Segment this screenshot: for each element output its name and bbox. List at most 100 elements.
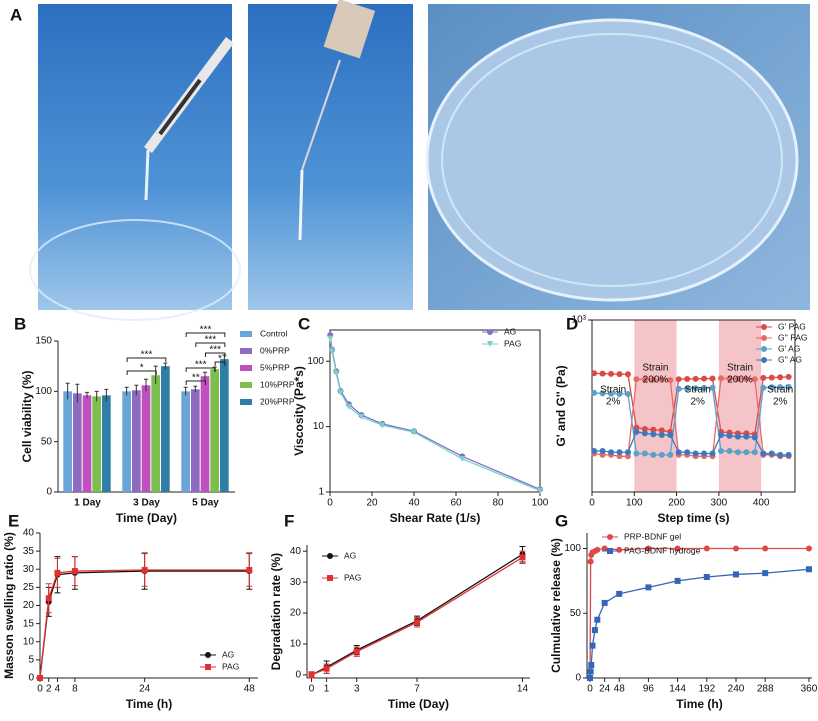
x-tick-label: 14 xyxy=(517,684,529,695)
y-tick-label: 1 xyxy=(318,487,324,498)
legend-label: AG xyxy=(344,550,356,560)
bar xyxy=(92,396,102,492)
x-tick-label: 40 xyxy=(408,498,420,509)
marker xyxy=(616,449,623,456)
marker xyxy=(743,433,750,440)
panel-label: A xyxy=(10,5,22,24)
legend-label: PRP-BDNF gel xyxy=(624,531,681,541)
y-tick-label: 30 xyxy=(290,577,302,588)
y-tick-label: 35 xyxy=(23,546,35,557)
y-axis-label: Masson swelling ratio (%) xyxy=(2,532,16,679)
y-tick-label: 5 xyxy=(28,655,34,666)
legend-swatch xyxy=(240,331,252,337)
marker xyxy=(734,375,741,382)
marker xyxy=(599,390,606,397)
x-axis-label: Shear Rate (1/s) xyxy=(390,511,481,525)
y-axis-label: Cell viability (%) xyxy=(20,370,34,462)
marker xyxy=(591,370,598,377)
panel-label: E xyxy=(8,511,19,530)
x-axis-label: Time (Day) xyxy=(388,697,449,711)
gel-stream xyxy=(144,149,150,201)
legend-marker xyxy=(761,324,767,330)
marker xyxy=(751,434,758,441)
significance-bracket xyxy=(195,342,226,347)
marker xyxy=(641,450,648,457)
annotation: 2% xyxy=(606,397,621,408)
marker xyxy=(353,648,360,655)
legend-marker xyxy=(761,335,767,341)
bar xyxy=(220,359,229,492)
marker xyxy=(645,584,652,591)
marker xyxy=(519,554,526,561)
marker xyxy=(459,455,466,462)
marker xyxy=(537,487,543,494)
legend-label: AG xyxy=(504,326,516,336)
marker xyxy=(650,451,657,458)
error-bar xyxy=(153,365,158,385)
y-tick-label: 100 xyxy=(307,356,324,367)
marker xyxy=(411,429,417,436)
marker xyxy=(608,449,615,456)
y-axis-label: Culmulative release (%) xyxy=(549,538,563,673)
marker xyxy=(587,668,594,675)
legend-marker xyxy=(487,341,493,347)
x-tick-label: 96 xyxy=(643,684,655,695)
legend-label: PAG-BDNF hydroge xyxy=(624,545,701,555)
error-bar xyxy=(144,378,148,392)
marker xyxy=(805,566,812,573)
series-line xyxy=(39,569,250,679)
legend-label: 0%PRP xyxy=(260,345,290,355)
panel-label: F xyxy=(284,511,294,530)
error-bar xyxy=(124,386,129,396)
marker xyxy=(616,546,623,553)
x-tick-label: 4 xyxy=(55,684,61,695)
y-tick-label: 50 xyxy=(41,436,53,447)
marker xyxy=(587,558,594,565)
marker xyxy=(329,348,336,355)
x-tick-label: 48 xyxy=(244,684,256,695)
marker xyxy=(684,385,691,392)
marker xyxy=(624,371,631,378)
series-line xyxy=(589,547,809,679)
significance-bracket xyxy=(185,367,216,372)
dish xyxy=(29,219,241,321)
x-tick-label: 200 xyxy=(668,498,685,509)
marker xyxy=(624,390,631,397)
legend-label: G' PAG xyxy=(778,321,806,331)
marker xyxy=(658,376,665,383)
significance-bracket xyxy=(205,352,226,357)
marker xyxy=(675,449,682,456)
x-tick-label: 144 xyxy=(669,684,686,695)
marker xyxy=(675,385,682,392)
marker xyxy=(591,447,598,454)
petri-dish-rim xyxy=(441,33,783,287)
y-tick-label: 100 xyxy=(35,386,52,397)
marker xyxy=(701,384,708,391)
marker xyxy=(709,384,716,391)
significance-label: * xyxy=(218,354,222,365)
significance-label: *** xyxy=(195,360,207,371)
marker xyxy=(777,451,784,458)
legend-label: 20%PRP xyxy=(260,396,295,406)
y-tick-label: 40 xyxy=(23,528,35,539)
x-tick-label: 100 xyxy=(626,498,643,509)
y-tick-label: 0 xyxy=(295,670,301,681)
marker xyxy=(692,375,699,382)
error-bar xyxy=(183,386,188,396)
x-tick-label: 0 xyxy=(37,684,43,695)
error-bar xyxy=(134,384,139,396)
marker xyxy=(599,447,606,454)
marker xyxy=(608,390,615,397)
marker xyxy=(588,662,595,669)
marker xyxy=(358,414,365,421)
legend-marker xyxy=(607,548,613,554)
marker xyxy=(701,375,708,382)
x-axis-label: Time (Day) xyxy=(116,511,177,525)
marker xyxy=(650,431,657,438)
annotation: 200% xyxy=(727,375,753,386)
bar xyxy=(102,395,111,492)
legend-label: Control xyxy=(260,328,288,338)
x-tick-label: 8 xyxy=(72,684,78,695)
y-tick-label: 0 xyxy=(28,673,34,684)
marker xyxy=(333,370,340,377)
